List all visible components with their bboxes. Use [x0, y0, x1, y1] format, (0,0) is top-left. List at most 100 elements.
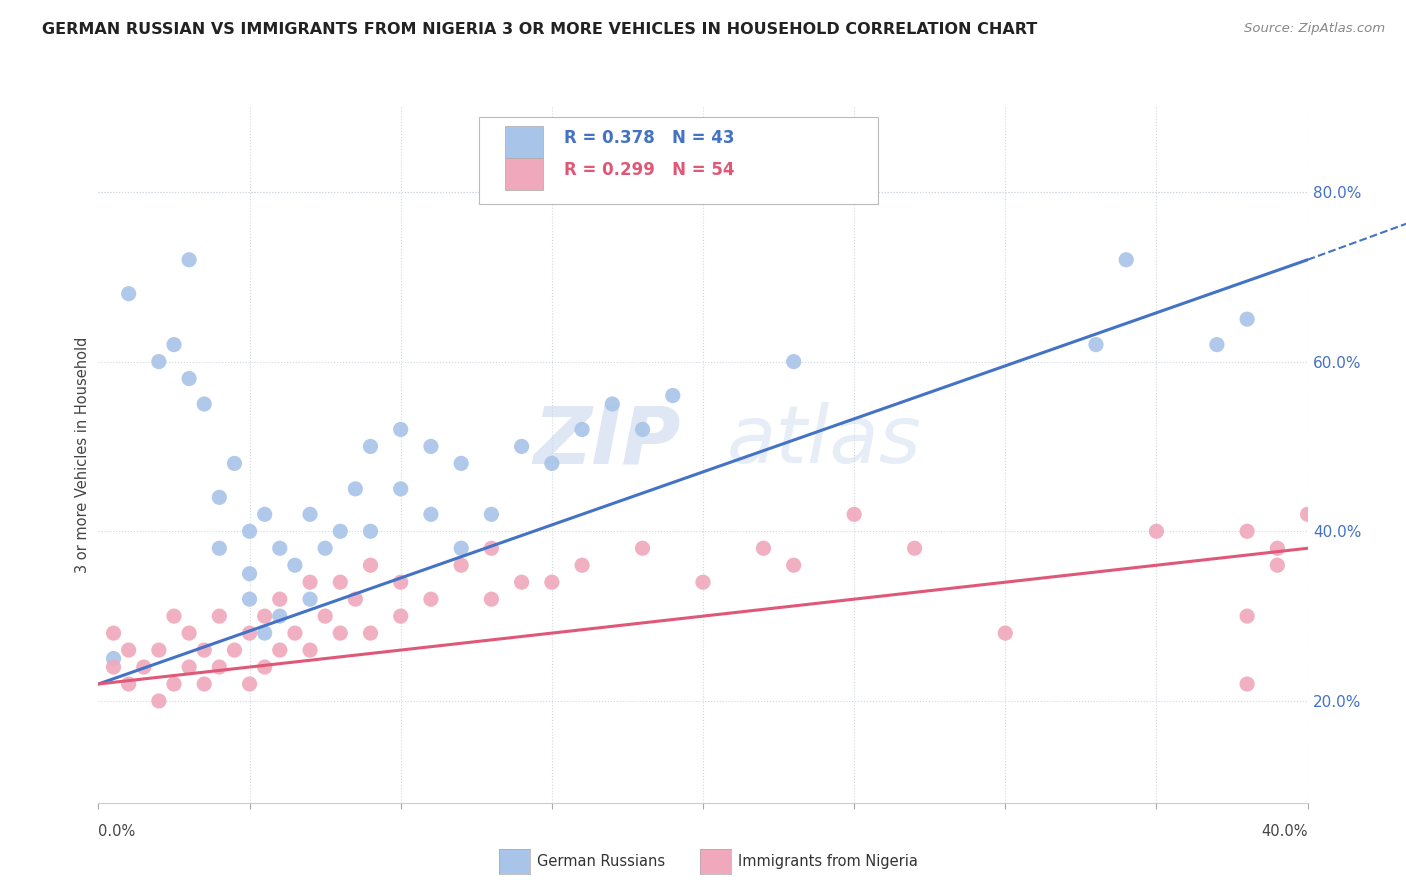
- Point: [344, 592, 367, 607]
- Point: [450, 558, 472, 573]
- Point: [540, 457, 562, 471]
- Point: [163, 609, 186, 624]
- Point: [662, 388, 685, 402]
- Point: [360, 558, 382, 573]
- Point: [193, 397, 215, 411]
- Point: [239, 566, 262, 581]
- Point: [193, 643, 215, 657]
- Point: [118, 286, 141, 301]
- Point: [224, 457, 246, 471]
- Point: [269, 541, 291, 556]
- Point: [360, 626, 382, 640]
- Point: [208, 609, 231, 624]
- Point: [692, 575, 714, 590]
- Point: [783, 558, 806, 573]
- Point: [752, 541, 775, 556]
- Point: [179, 626, 201, 640]
- Point: [193, 677, 215, 691]
- Point: [299, 592, 322, 607]
- Point: [208, 541, 231, 556]
- Point: [1296, 508, 1319, 522]
- Point: [269, 592, 291, 607]
- FancyBboxPatch shape: [505, 158, 543, 190]
- Point: [118, 643, 141, 657]
- Point: [1206, 337, 1229, 351]
- Point: [1085, 337, 1108, 351]
- Point: [420, 592, 443, 607]
- Point: [1267, 541, 1289, 556]
- FancyBboxPatch shape: [505, 126, 543, 158]
- Point: [1115, 252, 1137, 267]
- Point: [450, 541, 472, 556]
- Point: [284, 558, 307, 573]
- Point: [253, 660, 276, 674]
- Text: GERMAN RUSSIAN VS IMMIGRANTS FROM NIGERIA 3 OR MORE VEHICLES IN HOUSEHOLD CORREL: GERMAN RUSSIAN VS IMMIGRANTS FROM NIGERI…: [42, 22, 1038, 37]
- Point: [179, 252, 201, 267]
- FancyBboxPatch shape: [479, 118, 879, 204]
- Point: [224, 643, 246, 657]
- Point: [389, 609, 412, 624]
- Point: [329, 575, 352, 590]
- Text: 0.0%: 0.0%: [98, 824, 135, 839]
- Point: [148, 354, 170, 368]
- Point: [299, 575, 322, 590]
- Point: [148, 694, 170, 708]
- Point: [329, 524, 352, 539]
- Point: [299, 643, 322, 657]
- Point: [631, 541, 654, 556]
- Point: [1236, 677, 1258, 691]
- Point: [253, 508, 276, 522]
- Point: [540, 575, 562, 590]
- Text: German Russians: German Russians: [537, 855, 665, 869]
- Point: [904, 541, 927, 556]
- Point: [269, 609, 291, 624]
- Text: 40.0%: 40.0%: [1261, 824, 1308, 839]
- Point: [344, 482, 367, 496]
- Text: atlas: atlas: [727, 402, 921, 480]
- Point: [299, 508, 322, 522]
- Point: [253, 609, 276, 624]
- Point: [420, 508, 443, 522]
- Point: [314, 541, 336, 556]
- Point: [783, 354, 806, 368]
- Point: [450, 457, 472, 471]
- Text: ZIP: ZIP: [533, 402, 681, 480]
- Point: [329, 626, 352, 640]
- Point: [179, 371, 201, 385]
- Point: [389, 422, 412, 436]
- Text: R = 0.378   N = 43: R = 0.378 N = 43: [564, 128, 734, 146]
- Point: [481, 508, 503, 522]
- Point: [420, 439, 443, 453]
- Point: [239, 524, 262, 539]
- Point: [389, 482, 412, 496]
- Point: [602, 397, 624, 411]
- Point: [1144, 524, 1167, 539]
- Point: [571, 558, 593, 573]
- Point: [510, 575, 533, 590]
- Point: [148, 643, 170, 657]
- Point: [631, 422, 654, 436]
- Point: [314, 609, 336, 624]
- Point: [103, 660, 125, 674]
- Point: [481, 541, 503, 556]
- Text: Immigrants from Nigeria: Immigrants from Nigeria: [738, 855, 918, 869]
- Point: [239, 677, 262, 691]
- Point: [208, 660, 231, 674]
- Point: [103, 626, 125, 640]
- Point: [389, 575, 412, 590]
- Point: [208, 491, 231, 505]
- Point: [360, 524, 382, 539]
- Point: [284, 626, 307, 640]
- Point: [163, 677, 186, 691]
- Point: [132, 660, 155, 674]
- Point: [481, 592, 503, 607]
- Point: [1236, 312, 1258, 326]
- Point: [994, 626, 1017, 640]
- Point: [239, 592, 262, 607]
- Point: [844, 508, 866, 522]
- Point: [103, 651, 125, 665]
- Point: [1236, 609, 1258, 624]
- Text: R = 0.299   N = 54: R = 0.299 N = 54: [564, 161, 734, 178]
- Y-axis label: 3 or more Vehicles in Household: 3 or more Vehicles in Household: [75, 337, 90, 573]
- Point: [118, 677, 141, 691]
